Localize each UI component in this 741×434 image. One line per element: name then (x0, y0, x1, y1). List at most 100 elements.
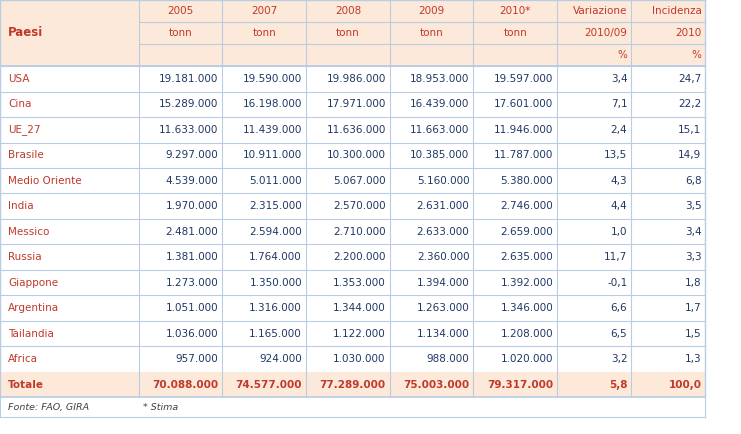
Bar (390, 372, 473, 398)
Text: 988.000: 988.000 (427, 354, 470, 364)
Bar (139, 194, 222, 219)
Bar (557, 194, 631, 219)
Bar (390, 194, 473, 219)
Bar (139, 142, 222, 168)
Bar (0, 92, 139, 117)
Bar (222, 296, 306, 321)
Text: 11.663.000: 11.663.000 (410, 125, 470, 135)
Text: 5.380.000: 5.380.000 (501, 176, 554, 186)
Text: 2009: 2009 (419, 6, 445, 16)
Bar (473, 321, 557, 346)
Bar (631, 372, 705, 398)
Text: 15,1: 15,1 (678, 125, 702, 135)
Bar (557, 92, 631, 117)
Text: 100,0: 100,0 (668, 380, 702, 390)
Text: 2.594.000: 2.594.000 (249, 227, 302, 237)
Text: 1.134.000: 1.134.000 (416, 329, 470, 339)
Bar (0, 142, 139, 168)
Bar (0, 346, 139, 372)
Bar (306, 0, 390, 22)
Bar (631, 219, 705, 244)
Bar (473, 346, 557, 372)
Bar (139, 168, 222, 194)
Bar (0, 0, 139, 66)
Bar (0, 194, 139, 219)
Text: 2.659.000: 2.659.000 (500, 227, 554, 237)
Text: tonn: tonn (419, 28, 444, 38)
Bar (631, 0, 705, 22)
Text: Russia: Russia (8, 252, 41, 262)
Bar (222, 372, 306, 398)
Text: 5.067.000: 5.067.000 (333, 176, 386, 186)
Bar (631, 22, 705, 44)
Bar (557, 44, 631, 66)
Text: 1.346.000: 1.346.000 (500, 303, 554, 313)
Bar (139, 44, 222, 66)
Text: 1.122.000: 1.122.000 (333, 329, 386, 339)
Bar (631, 296, 705, 321)
Text: 7,1: 7,1 (611, 99, 628, 109)
Text: 1.208.000: 1.208.000 (501, 329, 554, 339)
Bar (557, 372, 631, 398)
Text: 2.631.000: 2.631.000 (416, 201, 470, 211)
Bar (557, 117, 631, 142)
Bar (222, 219, 306, 244)
Bar (557, 296, 631, 321)
Bar (306, 244, 390, 270)
Text: India: India (8, 201, 33, 211)
Bar (631, 321, 705, 346)
Text: %: % (617, 50, 628, 60)
Text: 1.353.000: 1.353.000 (333, 278, 386, 288)
Text: 1.381.000: 1.381.000 (165, 252, 219, 262)
Text: 2.746.000: 2.746.000 (500, 201, 554, 211)
Text: 924.000: 924.000 (259, 354, 302, 364)
Text: 2.633.000: 2.633.000 (416, 227, 470, 237)
Text: 4,3: 4,3 (611, 176, 628, 186)
Bar (139, 270, 222, 296)
Text: 18.953.000: 18.953.000 (410, 74, 470, 84)
Bar (631, 92, 705, 117)
Text: 1,3: 1,3 (685, 354, 702, 364)
Text: 3,3: 3,3 (685, 252, 702, 262)
Bar (222, 66, 306, 92)
Bar (390, 244, 473, 270)
Text: 79.317.000: 79.317.000 (487, 380, 554, 390)
Text: 19.181.000: 19.181.000 (159, 74, 219, 84)
Bar (306, 194, 390, 219)
Bar (139, 92, 222, 117)
Text: 1.165.000: 1.165.000 (249, 329, 302, 339)
Bar (222, 0, 306, 22)
Text: 1.020.000: 1.020.000 (501, 354, 554, 364)
Text: 1.350.000: 1.350.000 (250, 278, 302, 288)
Bar (139, 244, 222, 270)
Bar (139, 117, 222, 142)
Text: 2008: 2008 (335, 6, 361, 16)
Bar (473, 92, 557, 117)
Bar (390, 0, 473, 22)
Bar (557, 244, 631, 270)
Bar (631, 244, 705, 270)
Text: %: % (691, 50, 702, 60)
Text: 2,4: 2,4 (611, 125, 628, 135)
Text: 77.289.000: 77.289.000 (319, 380, 386, 390)
Text: 1.051.000: 1.051.000 (166, 303, 219, 313)
Bar (631, 117, 705, 142)
Text: 4.539.000: 4.539.000 (165, 176, 219, 186)
Text: 5.011.000: 5.011.000 (250, 176, 302, 186)
Text: tonn: tonn (168, 28, 193, 38)
Text: 2.481.000: 2.481.000 (165, 227, 219, 237)
Bar (631, 168, 705, 194)
Text: 19.590.000: 19.590.000 (243, 74, 302, 84)
Text: 14,9: 14,9 (678, 150, 702, 160)
Bar (557, 346, 631, 372)
Text: Argentina: Argentina (8, 303, 59, 313)
Text: tonn: tonn (252, 28, 276, 38)
Text: 17.971.000: 17.971.000 (326, 99, 386, 109)
Bar (139, 346, 222, 372)
Bar (557, 0, 631, 22)
Bar (473, 66, 557, 92)
Text: Giappone: Giappone (8, 278, 58, 288)
Text: 17.601.000: 17.601.000 (494, 99, 554, 109)
Bar (0, 168, 139, 194)
Text: 5.160.000: 5.160.000 (417, 176, 470, 186)
